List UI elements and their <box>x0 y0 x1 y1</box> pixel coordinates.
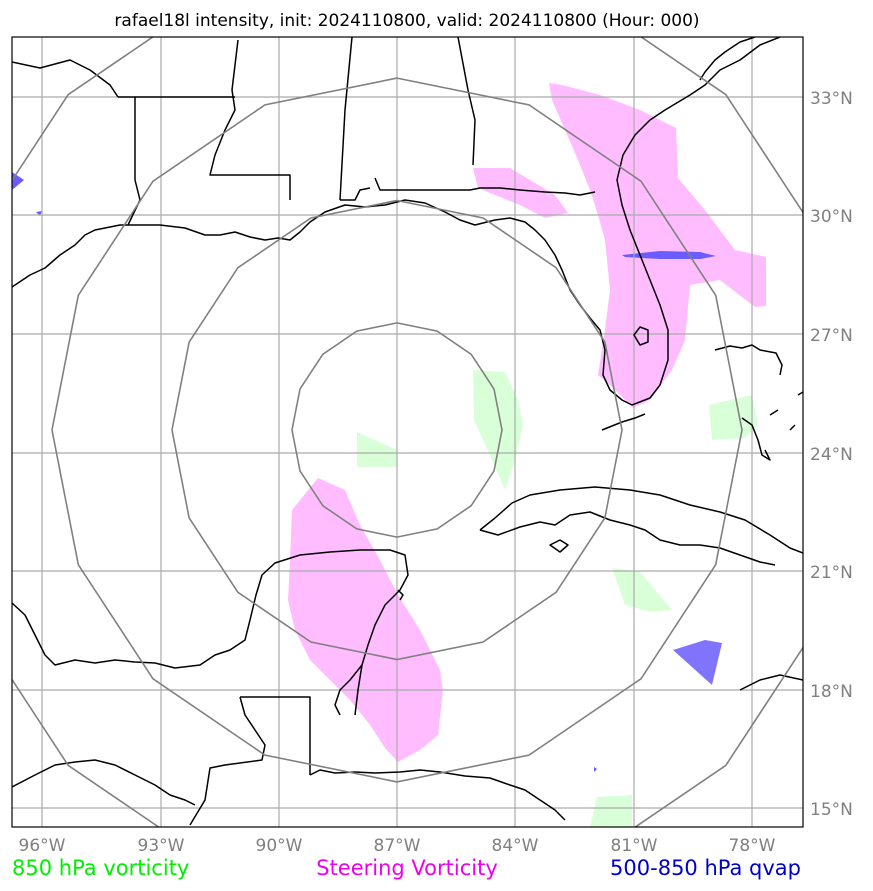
bahamas-dots <box>769 391 803 431</box>
vorticity-850-patch-small <box>357 432 397 467</box>
border-ga <box>457 37 476 166</box>
vorticity-850-patch-bahamas <box>709 395 758 440</box>
lat-tick-label: 15°N <box>810 800 853 820</box>
lon-tick-label: 93°W <box>138 836 185 856</box>
coast-mexico <box>12 549 409 716</box>
isle-of-youth <box>549 539 569 553</box>
lat-tick-labels: 33°N 30°N 27°N 24°N 21°N 18°N 15°N <box>810 89 853 820</box>
vorticity-850-patch-caribbean <box>612 568 672 612</box>
range-ring <box>51 77 743 783</box>
lat-tick-label: 21°N <box>810 563 853 583</box>
coast-outer-banks <box>699 37 756 81</box>
legend-qvap: 500-850 hPa qvap <box>610 856 801 880</box>
qvap-patch-caribbean <box>673 640 722 685</box>
coast-florida-east <box>616 37 781 406</box>
lon-tick-labels: 96°W 93°W 90°W 87°W 84°W 81°W 78°W <box>19 836 776 856</box>
border-al-ga <box>339 37 371 201</box>
lat-tick-label: 18°N <box>810 682 853 702</box>
steering-vorticity-patch-yucatan <box>288 478 443 762</box>
coastlines <box>12 37 803 826</box>
qvap-patch-east-florida <box>622 251 716 259</box>
range-ring <box>291 322 503 538</box>
lon-tick-label: 90°W <box>256 836 303 856</box>
figure-title: rafael18l intensity, init: 2024110800, v… <box>114 11 699 31</box>
coast-central-america <box>309 769 566 821</box>
lat-tick-label: 30°N <box>810 207 853 227</box>
lat-tick-label: 33°N <box>810 89 853 109</box>
border-mexico-guat <box>189 696 311 826</box>
border-nc <box>12 59 119 98</box>
qvap-dot-south <box>594 767 597 772</box>
vorticity-850-patch-gulf <box>473 370 523 490</box>
bahamas-grand <box>714 344 783 376</box>
steering-vorticity-patch-panhandle <box>473 168 568 218</box>
border-ms-al <box>209 39 291 200</box>
lake-okeechobee <box>633 326 649 346</box>
bahamas-andros <box>741 417 771 461</box>
lon-tick-label: 81°W <box>611 836 658 856</box>
vorticity-850-layer <box>357 370 758 827</box>
border-fl-ga <box>374 177 596 196</box>
legend-850-vorticity: 850 hPa vorticity <box>12 856 189 880</box>
lat-tick-label: 27°N <box>810 326 853 346</box>
graticule <box>12 37 803 827</box>
lon-tick-label: 84°W <box>492 836 539 856</box>
coast-cuba <box>479 486 803 554</box>
lon-tick-label: 78°W <box>729 836 776 856</box>
cozumel <box>397 589 404 601</box>
range-ring <box>171 199 623 661</box>
lon-tick-label: 87°W <box>374 836 421 856</box>
steering-vorticity-patch-florida <box>549 83 766 408</box>
border-tx-la <box>118 96 235 226</box>
coast-jamaica <box>739 674 803 691</box>
coast-south-west <box>12 759 196 806</box>
florida-keys <box>601 413 646 431</box>
vorticity-850-patch-south <box>590 795 632 827</box>
steering-vorticity-layer <box>288 83 766 762</box>
lon-tick-label: 96°W <box>19 836 66 856</box>
map-frame <box>11 36 804 828</box>
coast-cuba-south <box>479 511 776 566</box>
coast-yucatan-east <box>334 664 363 716</box>
lat-tick-label: 24°N <box>810 445 853 465</box>
legend-steering-vorticity: Steering Vorticity <box>316 856 498 880</box>
